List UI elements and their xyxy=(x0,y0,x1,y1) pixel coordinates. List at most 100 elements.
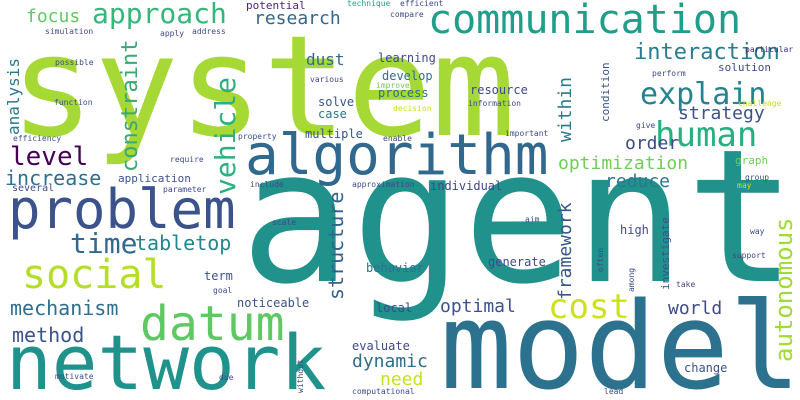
word-compare: compare xyxy=(390,10,424,19)
word-agent: agent xyxy=(240,109,797,325)
word-explain: explain xyxy=(640,77,767,112)
word-local: local xyxy=(376,301,413,315)
word-efficiency: efficiency xyxy=(13,134,62,143)
word-require: require xyxy=(170,155,204,164)
word-investigate-v: investigate xyxy=(659,217,672,290)
word-method: method xyxy=(12,323,85,347)
word-graph: graph xyxy=(735,154,769,167)
word-need: need xyxy=(380,369,424,390)
word-within-v: within xyxy=(555,76,576,142)
word-way: way xyxy=(750,227,765,236)
word-include: include xyxy=(250,180,284,189)
word-network: network xyxy=(6,318,327,400)
word-support: support xyxy=(732,251,766,260)
word-condition-v: condition xyxy=(599,62,612,122)
word-algorithm: algorithm xyxy=(245,123,549,188)
word-case: case xyxy=(318,107,347,121)
word-among-v: among xyxy=(627,267,636,292)
word-mechanism: mechanism xyxy=(10,296,119,320)
word-decision: decision xyxy=(393,104,432,113)
word-particular: particular xyxy=(745,45,794,54)
word-address: address xyxy=(192,27,226,36)
word-simulation: simulation xyxy=(45,27,94,36)
word-various: various xyxy=(310,75,344,84)
word-system: system xyxy=(10,6,516,169)
word-term: term xyxy=(204,269,233,283)
word-information: information xyxy=(468,99,521,108)
word-may: may xyxy=(737,181,752,190)
word-reduce: reduce xyxy=(605,171,671,192)
word-time: time xyxy=(70,227,138,260)
word-constraint-v: constraint xyxy=(118,39,143,172)
word-due: due xyxy=(219,373,234,382)
word-solve: solve xyxy=(318,95,355,109)
word-model: model xyxy=(440,278,800,400)
word-resource: resource xyxy=(470,83,528,97)
word-possible: possible xyxy=(55,58,94,67)
word-analysis-v: analysis xyxy=(4,57,23,135)
word-structure-v: structure xyxy=(324,191,348,300)
word-individual: individual xyxy=(430,179,503,193)
word-scale: scale xyxy=(272,218,297,227)
word-evaluate: evaluate xyxy=(352,339,410,353)
word-cost: cost xyxy=(548,287,630,327)
word-efficient: efficient xyxy=(400,0,444,8)
word-goal: goal xyxy=(213,286,233,295)
word-improve: improve xyxy=(376,81,410,90)
word-enable: enable xyxy=(383,134,412,143)
word-high: high xyxy=(620,223,649,237)
word-vehicle-v: vehicle xyxy=(209,76,242,195)
word-order: order xyxy=(625,133,680,154)
word-aim: aim xyxy=(525,215,540,224)
word-change: change xyxy=(684,361,728,375)
word-potential: potential xyxy=(246,0,306,12)
word-give: give xyxy=(636,121,656,130)
word-interaction: interaction xyxy=(634,40,780,65)
word-computational: computational xyxy=(352,387,415,396)
word-social: social xyxy=(22,252,167,298)
word-solution: solution xyxy=(718,61,771,74)
word-approach: approach xyxy=(92,0,227,30)
word-behavior: behavior xyxy=(366,261,424,275)
word-human: human xyxy=(655,115,758,155)
word-challenge: challenge xyxy=(738,99,782,108)
word-take: take xyxy=(676,280,696,289)
word-multiple: multiple xyxy=(305,127,363,141)
word-technique: technique xyxy=(347,0,391,8)
word-dynamic: dynamic xyxy=(352,351,428,372)
word-parameter: parameter xyxy=(163,185,207,194)
word-motivate: motivate xyxy=(55,372,94,381)
word-research: research xyxy=(254,8,341,29)
word-framework-v: framework xyxy=(555,202,576,300)
word-perform: perform xyxy=(652,69,686,78)
word-lead: lead xyxy=(604,387,624,396)
word-datum: datum xyxy=(140,296,285,352)
word-learning: learning xyxy=(378,51,436,65)
word-property: property xyxy=(238,132,277,141)
word-noticeable: noticeable xyxy=(237,296,310,310)
word-increase: increase xyxy=(5,166,102,190)
word-tabletop: tabletop xyxy=(135,231,232,255)
word-important: important xyxy=(505,129,549,138)
word-often-v: often xyxy=(596,247,605,272)
word-process: process xyxy=(378,86,429,100)
word-apply: apply xyxy=(160,29,185,38)
word-application: application xyxy=(118,172,191,185)
word-optimal: optimal xyxy=(440,296,516,317)
word-approximation: approximation xyxy=(352,180,415,189)
word-focus: focus xyxy=(26,6,81,27)
word-generate: generate xyxy=(488,255,546,269)
word-strategy: strategy xyxy=(678,103,765,124)
word-without-v: without xyxy=(296,359,305,393)
word-communication: communication xyxy=(428,0,742,43)
word-group: group xyxy=(745,173,770,182)
word-several: several xyxy=(12,183,55,194)
word-autonomous-v: autonomous xyxy=(770,217,798,363)
word-function: function xyxy=(54,98,93,107)
word-problem: problem xyxy=(8,178,236,241)
word-dust: dust xyxy=(306,50,345,69)
word-world: world xyxy=(668,298,723,319)
word-develop: develop xyxy=(382,69,433,83)
word-optimization: optimization xyxy=(558,153,689,174)
